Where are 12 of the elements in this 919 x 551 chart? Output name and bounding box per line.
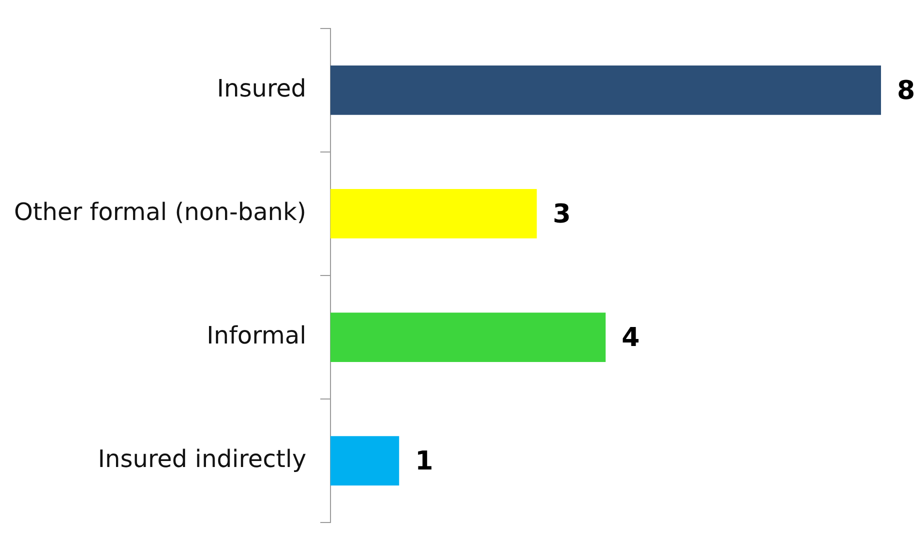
- data-label: 4: [622, 323, 640, 354]
- data-label: 3: [552, 199, 571, 230]
- y-tick-label: Other formal (non-bank): [14, 198, 306, 226]
- bar: [330, 436, 400, 486]
- data-label: 1: [415, 446, 434, 477]
- bar: [330, 65, 881, 115]
- bar: [330, 189, 537, 238]
- y-tick-label: Insured: [216, 74, 306, 102]
- bar: [330, 312, 606, 362]
- y-tick-label: Insured indirectly: [98, 445, 306, 474]
- data-label: 8: [897, 76, 916, 106]
- y-tick-label: Informal: [206, 322, 306, 350]
